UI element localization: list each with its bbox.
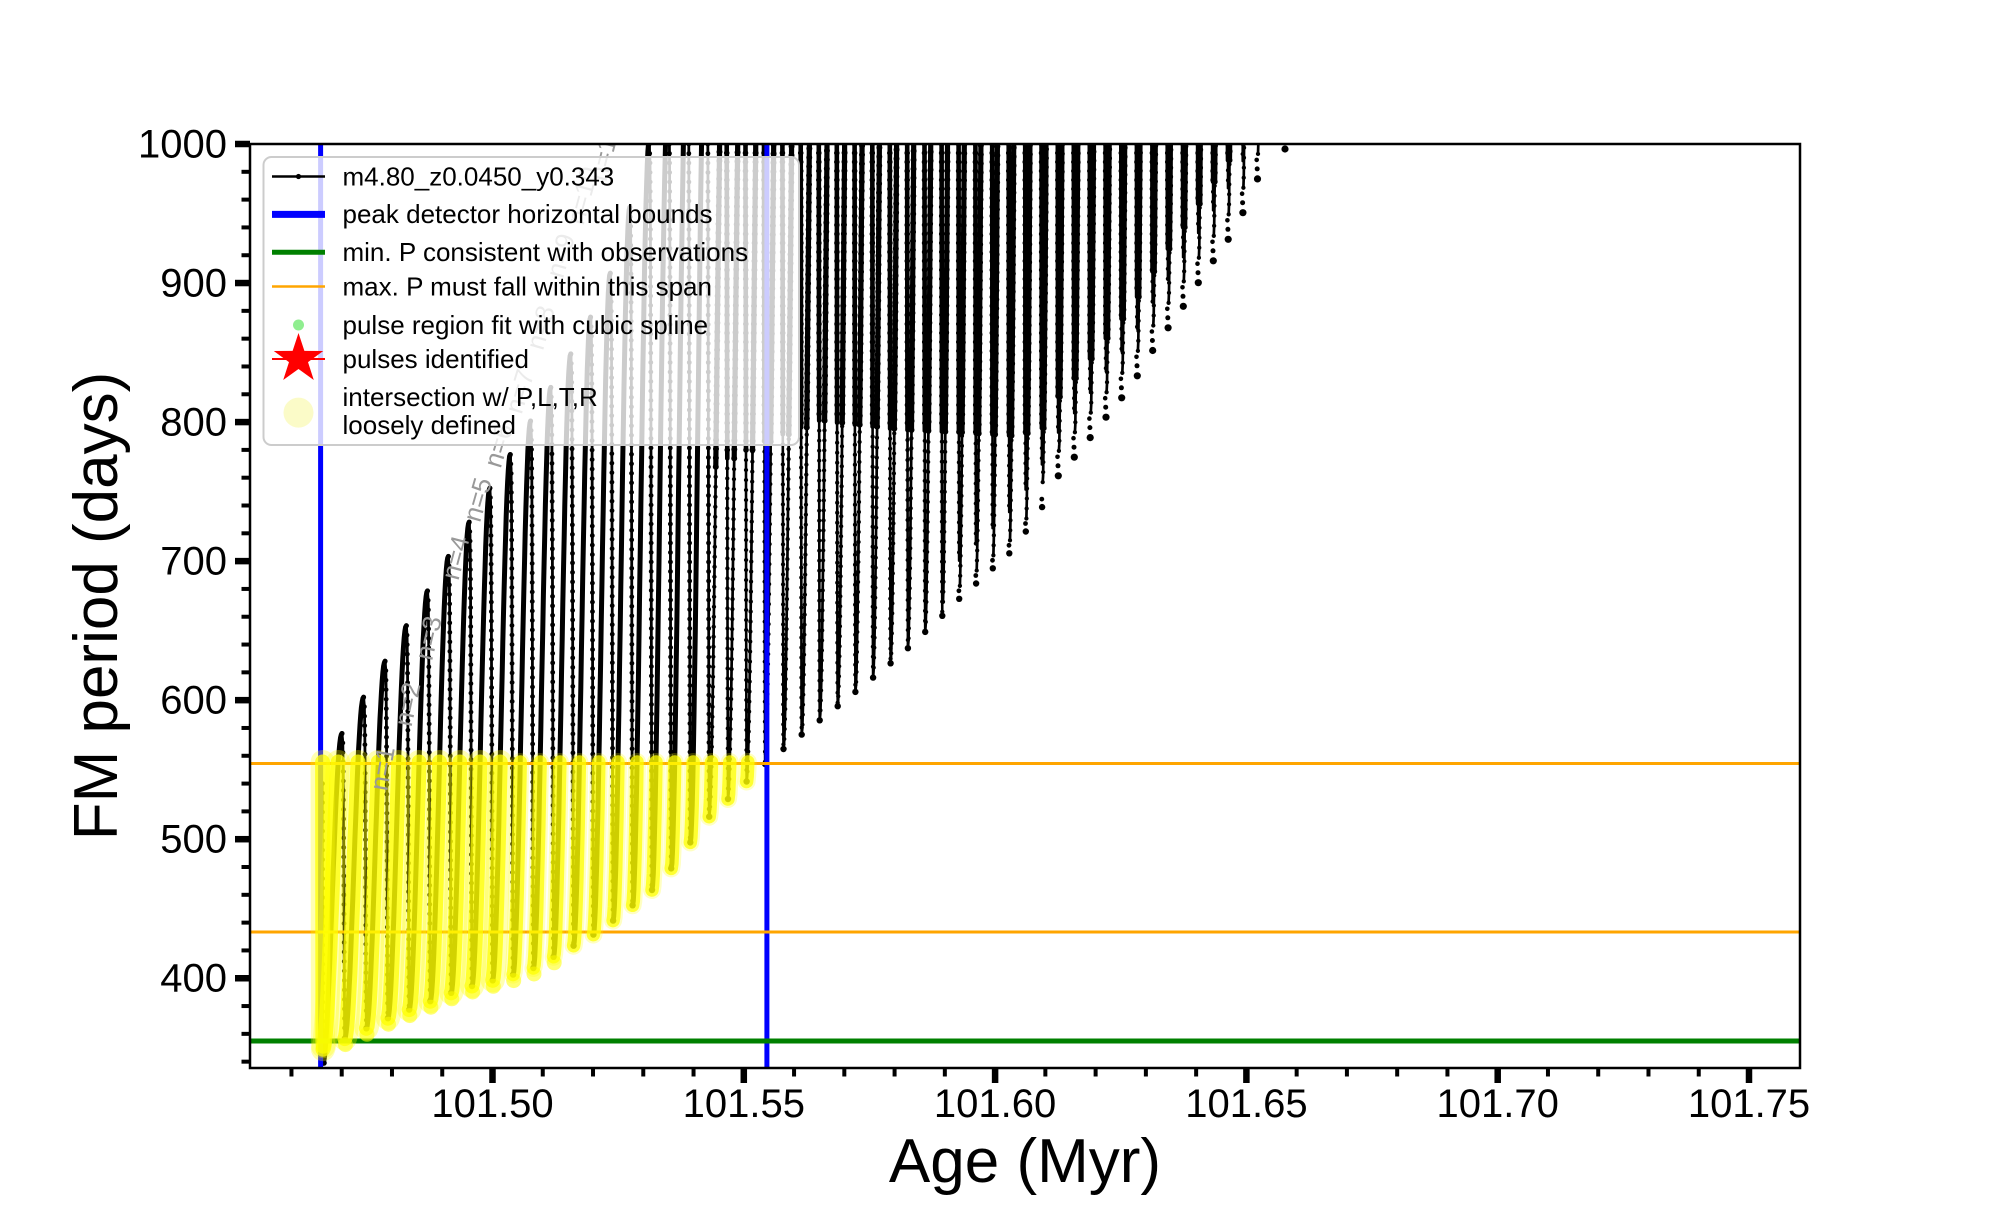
svg-text:1000: 1000 xyxy=(138,123,227,167)
svg-text:101.50: 101.50 xyxy=(431,1082,553,1126)
svg-text:900: 900 xyxy=(160,262,227,306)
svg-text:500: 500 xyxy=(160,818,227,862)
svg-text:pulses identified: pulses identified xyxy=(343,344,529,374)
svg-text:min. P consistent with observa: min. P consistent with observations xyxy=(343,237,749,267)
svg-text:600: 600 xyxy=(160,679,227,723)
svg-text:Age (Myr): Age (Myr) xyxy=(889,1127,1161,1196)
svg-text:pulse region fit with cubic sp: pulse region fit with cubic spline xyxy=(343,310,709,340)
svg-text:800: 800 xyxy=(160,401,227,445)
svg-text:intersection w/ P,L,T,R: intersection w/ P,L,T,R xyxy=(343,382,598,412)
svg-text:101.75: 101.75 xyxy=(1688,1082,1810,1126)
svg-text:101.60: 101.60 xyxy=(934,1082,1056,1126)
svg-text:loosely defined: loosely defined xyxy=(343,410,516,440)
svg-text:101.55: 101.55 xyxy=(683,1082,805,1126)
svg-text:400: 400 xyxy=(160,957,227,1001)
svg-text:max. P must fall within this s: max. P must fall within this span xyxy=(343,271,712,301)
svg-text:101.70: 101.70 xyxy=(1437,1082,1559,1126)
svg-text:101.65: 101.65 xyxy=(1185,1082,1307,1126)
svg-text:m4.80_z0.0450_y0.343: m4.80_z0.0450_y0.343 xyxy=(343,161,615,191)
svg-text:FM period (days): FM period (days) xyxy=(62,372,131,841)
svg-text:peak detector horizontal bound: peak detector horizontal bounds xyxy=(343,199,713,229)
svg-text:700: 700 xyxy=(160,540,227,584)
